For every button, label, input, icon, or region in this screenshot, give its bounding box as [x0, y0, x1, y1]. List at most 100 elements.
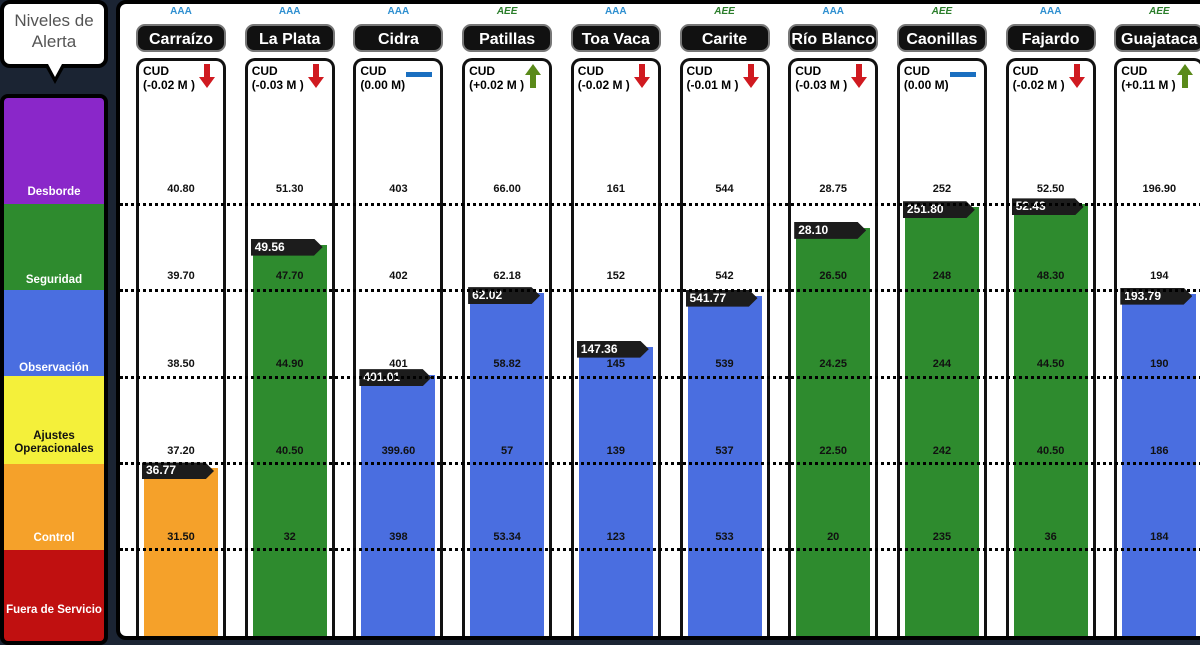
threshold-value: 152	[606, 270, 625, 282]
threshold-value: 161	[606, 183, 625, 195]
level-divider-line	[120, 376, 1200, 379]
threshold-value: 252	[932, 183, 952, 195]
operator-icon: AEE	[1149, 6, 1170, 17]
reservoir-name: Patillas	[462, 24, 553, 52]
current-level-tag: 28.10	[794, 221, 867, 239]
threshold-value: 44.50	[1036, 358, 1065, 370]
water-level-bar	[687, 295, 762, 636]
threshold-value: 44.90	[275, 358, 304, 370]
legend-band-label: Seguridad	[25, 274, 83, 286]
threshold-value: 57	[500, 445, 514, 457]
reservoir-column: CUD (-0.02 M ) 52.50 48.30 44.50 40.50 36 52.43	[1005, 58, 1096, 636]
threshold-value: 40.50	[275, 445, 304, 457]
reservoir-levels-chart: AAA Carraízo CUD (-0.02 M ) 40.80 39.70 38.50 3…	[116, 0, 1200, 640]
reservoir-column: CUD (-0.02 M ) 40.80 39.70 38.50 37.20 31.50 36…	[136, 58, 226, 636]
legend-band-control: Control	[4, 464, 104, 550]
threshold-value: 248	[932, 270, 952, 282]
threshold-value: 48.30	[1036, 270, 1065, 282]
threshold-value: 51.30	[275, 183, 304, 195]
water-level-bar	[361, 375, 436, 636]
reservoir-column: CUD (-0.02 M ) 161 152 145 139 123 147.36	[570, 58, 661, 636]
alert-levels-legend: Desborde Seguridad Observación Ajustes O…	[0, 94, 108, 645]
water-level-bar	[252, 244, 327, 636]
reservoir-name: Caonillas	[896, 24, 987, 52]
threshold-value: 31.50	[167, 531, 195, 543]
threshold-value: 58.82	[493, 358, 521, 370]
bubble-tail-inner	[48, 64, 62, 77]
reservoir-name: Carraízo	[136, 24, 226, 52]
current-level-tag: 36.77	[142, 462, 214, 480]
cud-change-label: CUD (-0.01 M )	[687, 64, 739, 92]
trend-flat-dash-icon	[949, 72, 976, 77]
water-level-bar	[578, 346, 653, 636]
cud-label: CUD	[469, 64, 496, 78]
cud-change-label: CUD (-0.02 M )	[578, 64, 630, 92]
threshold-value: 53.34	[493, 531, 521, 543]
cud-change-label: CUD (0.00 M)	[904, 64, 949, 92]
cud-label: CUD	[251, 64, 278, 78]
cud-change-value: (0.00 M)	[903, 78, 949, 92]
cud-label: CUD	[903, 64, 930, 78]
legend-band-fuera: Fuera de Servicio	[4, 550, 104, 641]
cud-label: CUD	[360, 64, 387, 78]
operator-icon: AAA	[278, 6, 301, 17]
threshold-value: 62.18	[493, 270, 521, 282]
threshold-value: 244	[932, 358, 952, 370]
reservoir-name: Cidra	[353, 24, 444, 52]
legend-band-label: Control	[33, 532, 75, 544]
threshold-value: 38.50	[167, 358, 195, 370]
legend-band-ajustes: Ajustes Operacionales	[4, 376, 104, 464]
threshold-value: 24.25	[819, 358, 847, 370]
cud-change-value: (-0.03 M )	[251, 78, 304, 92]
threshold-value: 39.70	[167, 270, 195, 282]
reservoir-name: Toa Vaca	[570, 24, 661, 52]
threshold-value: 40.50	[1036, 445, 1065, 457]
cud-change-label: CUD (+0.11 M )	[1121, 64, 1175, 92]
reservoir-name: Río Blanco	[788, 24, 879, 52]
legend-band-label: Ajustes Operacionales	[14, 430, 94, 455]
trend-flat-dash-icon	[406, 72, 433, 77]
operator-icon: AEE	[714, 6, 735, 17]
cud-change-value: (-0.02 M )	[143, 78, 196, 92]
reservoir-column: CUD (+0.02 M ) 66.00 62.18 58.82 57 53.34 62.02	[462, 58, 553, 636]
trend-up-arrow-icon	[1177, 64, 1194, 88]
reservoir-column: CUD (-0.01 M ) 544 542 539 537 533 541.77	[679, 58, 770, 636]
current-level-tag: 541.77	[685, 289, 758, 307]
legend-band-observacion: Observación	[4, 290, 104, 376]
threshold-value: 26.50	[819, 270, 847, 282]
threshold-value: 539	[715, 358, 734, 370]
threshold-value: 123	[606, 531, 625, 543]
threshold-value: 533	[715, 531, 734, 543]
trend-down-arrow-icon	[1068, 64, 1085, 88]
water-level-bar	[904, 207, 979, 636]
reservoir-name: Guajataca	[1114, 24, 1200, 52]
legend-title: Niveles de Alerta	[14, 11, 94, 51]
legend-band-label: Fuera de Servicio	[6, 604, 102, 616]
current-level-tag: 49.56	[250, 238, 323, 256]
trend-down-arrow-icon	[307, 64, 324, 88]
trend-down-arrow-icon	[633, 64, 650, 88]
water-level-bar	[796, 227, 871, 636]
cud-change-label: CUD (0.00 M)	[360, 64, 405, 92]
cud-change-label: CUD (-0.03 M )	[795, 64, 847, 92]
cud-change-value: (+0.02 M )	[469, 78, 525, 92]
level-divider-line	[120, 203, 1200, 206]
level-divider-line	[120, 462, 1200, 465]
threshold-value: 139	[606, 445, 625, 457]
threshold-value: 190	[1150, 358, 1169, 370]
threshold-value: 36	[1044, 531, 1057, 543]
operator-icon: AEE	[496, 6, 518, 17]
threshold-value: 40.80	[167, 183, 195, 195]
threshold-value: 242	[932, 445, 952, 457]
legend-title-bubble: Niveles de Alerta	[0, 0, 108, 68]
level-divider-line	[120, 289, 1200, 292]
threshold-value: 184	[1150, 531, 1169, 543]
cud-label: CUD	[795, 64, 822, 78]
threshold-value: 402	[389, 270, 408, 282]
cud-label: CUD	[1121, 64, 1148, 78]
threshold-value: 403	[389, 183, 408, 195]
water-level-bar	[144, 468, 218, 636]
cud-change-value: (+0.11 M )	[1121, 78, 1176, 92]
cud-change-value: (0.00 M)	[360, 78, 406, 92]
threshold-value: 398	[389, 531, 408, 543]
